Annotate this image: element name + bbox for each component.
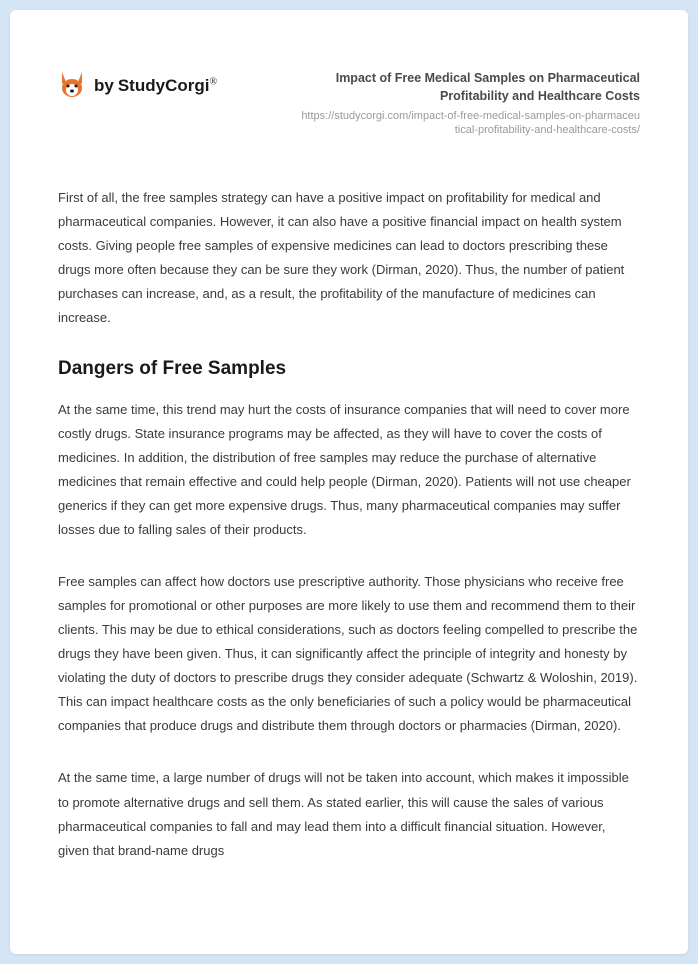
paragraph-dangers-2: Free samples can affect how doctors use …	[58, 570, 640, 738]
paragraph-intro: First of all, the free samples strategy …	[58, 186, 640, 330]
corgi-logo-icon	[58, 70, 86, 102]
brand-name: StudyCorgi	[118, 76, 210, 95]
registered-mark: ®	[209, 77, 217, 88]
by-label: by	[94, 76, 114, 95]
document-title: Impact of Free Medical Samples on Pharma…	[300, 70, 640, 105]
logo-block: by StudyCorgi®	[58, 70, 217, 102]
title-block: Impact of Free Medical Samples on Pharma…	[300, 70, 640, 138]
logo-text: by StudyCorgi®	[94, 76, 217, 96]
document-page: by StudyCorgi® Impact of Free Medical Sa…	[10, 10, 688, 954]
section-heading-dangers: Dangers of Free Samples	[58, 358, 640, 380]
paragraph-dangers-1: At the same time, this trend may hurt th…	[58, 398, 640, 542]
paragraph-dangers-3: At the same time, a large number of drug…	[58, 766, 640, 862]
document-url: https://studycorgi.com/impact-of-free-me…	[300, 109, 640, 138]
header: by StudyCorgi® Impact of Free Medical Sa…	[58, 70, 640, 138]
